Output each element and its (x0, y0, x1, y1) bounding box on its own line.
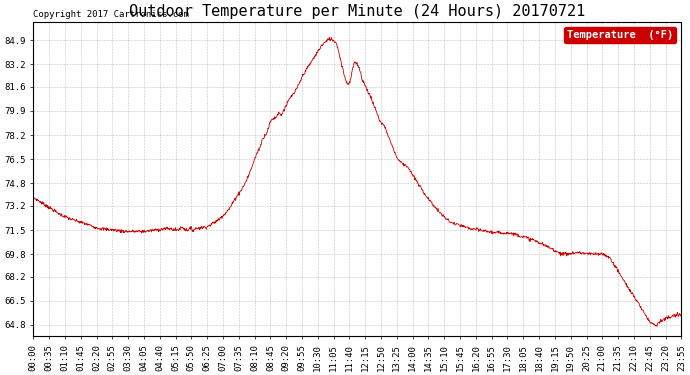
Text: Copyright 2017 Cartronics.com: Copyright 2017 Cartronics.com (33, 10, 189, 19)
Title: Outdoor Temperature per Minute (24 Hours) 20170721: Outdoor Temperature per Minute (24 Hours… (129, 4, 585, 19)
Legend: Temperature  (°F): Temperature (°F) (564, 27, 676, 43)
